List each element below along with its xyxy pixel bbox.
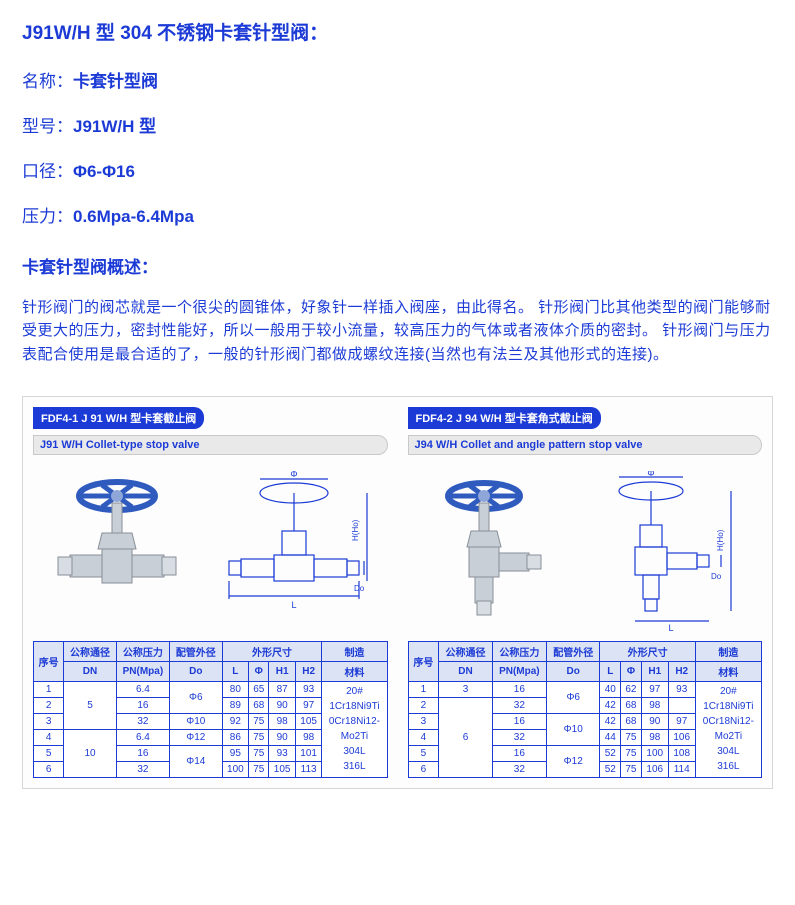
angle-valve-outline-icon: L Φ Do H(Ho): [591, 471, 741, 631]
spec-model: 型号：J91W/H 型: [22, 112, 773, 137]
panels-container: FDF4-1 J 91 W/H 型卡套截止阀 J91 W/H Collet-ty…: [22, 396, 773, 789]
th-H1: H1: [641, 661, 668, 681]
spec-name-value: 卡套针型阀: [73, 72, 158, 91]
spec-model-value: J91W/H 型: [73, 117, 156, 136]
th-dims-group: 外形尺寸: [222, 641, 322, 661]
th-do-group: 配管外径: [546, 641, 600, 661]
spec-bore-value: Φ6-Φ16: [73, 162, 135, 181]
spec-model-label: 型号：: [22, 117, 73, 136]
th-mat: 材料: [322, 661, 387, 681]
spec-name: 名称：卡套针型阀: [22, 67, 773, 92]
spec-pressure: 压力：0.6Mpa-6.4Mpa: [22, 202, 773, 227]
panel-right: FDF4-2 J 94 W/H 型卡套角式截止阀 J94 W/H Collet …: [408, 407, 763, 778]
th-pn-group: 公称压力: [492, 641, 546, 661]
table-row: 1 5 6.4 Φ6 80 65 87 93 20# 1Cr18Ni9Ti 0C…: [34, 681, 388, 697]
panel-left-bar: FDF4-1 J 91 W/H 型卡套截止阀: [33, 407, 388, 429]
th-mat-group: 制造: [695, 641, 761, 661]
svg-text:H(Ho): H(Ho): [351, 519, 360, 541]
th-phi: Φ: [621, 661, 642, 681]
panel-left-table: 序号 公称通径 公称压力 配管外径 外形尺寸 制造 DN PN(Mpa) Do …: [33, 641, 388, 778]
spec-bore: 口径：Φ6-Φ16: [22, 157, 773, 182]
panel-left: FDF4-1 J 91 W/H 型卡套截止阀 J91 W/H Collet-ty…: [33, 407, 388, 778]
svg-text:Φ: Φ: [290, 471, 297, 479]
svg-text:Do: Do: [354, 584, 365, 593]
svg-text:Φ: Φ: [647, 471, 654, 478]
angle-valve-render-icon: [429, 471, 549, 631]
th-dn-group: 公称通径: [64, 641, 117, 661]
panel-right-bar-zh: FDF4-2 J 94 W/H 型卡套角式截止阀: [408, 407, 601, 429]
valve-outline-icon: L Φ Do H(Ho): [219, 471, 369, 631]
panel-left-diagrams: L Φ Do H(Ho): [33, 461, 388, 631]
th-dims-group: 外形尺寸: [600, 641, 695, 661]
th-phi: Φ: [249, 661, 269, 681]
th-dn: DN: [439, 661, 493, 681]
panel-right-table: 序号 公称通径 公称压力 配管外径 外形尺寸 制造 DN PN(Mpa) Do …: [408, 641, 763, 778]
th-H1: H1: [269, 661, 296, 681]
th-pn-group: 公称压力: [116, 641, 169, 661]
svg-text:Do: Do: [711, 572, 722, 581]
panel-left-bar-en: J91 W/H Collet-type stop valve: [33, 435, 388, 455]
th-H2: H2: [668, 661, 695, 681]
th-dn: DN: [64, 661, 117, 681]
panel-right-bar: FDF4-2 J 94 W/H 型卡套角式截止阀: [408, 407, 763, 429]
svg-text:H(Ho): H(Ho): [716, 529, 725, 551]
spec-pressure-label: 压力：: [22, 207, 73, 226]
th-L: L: [222, 661, 249, 681]
svg-text:L: L: [291, 600, 296, 610]
page-heading: J91W/H 型 304 不锈钢卡套针型阀：: [22, 18, 773, 45]
th-do-group: 配管外径: [170, 641, 223, 661]
th-mat-group: 制造: [322, 641, 387, 661]
th-mat: 材料: [695, 661, 761, 681]
th-seq: 序号: [408, 641, 439, 681]
panel-right-bar-en: J94 W/H Collet and angle pattern stop va…: [408, 435, 763, 455]
svg-text:L: L: [668, 623, 673, 631]
spec-name-label: 名称：: [22, 72, 73, 91]
th-seq: 序号: [34, 641, 64, 681]
spec-pressure-value: 0.6Mpa-6.4Mpa: [73, 207, 194, 226]
panel-left-bar-zh: FDF4-1 J 91 W/H 型卡套截止阀: [33, 407, 204, 429]
th-pn: PN(Mpa): [492, 661, 546, 681]
panel-right-diagrams: L Φ Do H(Ho): [408, 461, 763, 631]
overview-body: 针形阀门的阀芯就是一个很尖的圆锥体，好象针一样插入阀座，由此得名。 针形阀门比其…: [22, 296, 773, 366]
th-do: Do: [170, 661, 223, 681]
overview-title: 卡套针型阀概述：: [22, 253, 773, 278]
valve-render-icon: [52, 471, 182, 631]
th-L: L: [600, 661, 621, 681]
spec-bore-label: 口径：: [22, 162, 73, 181]
th-do: Do: [546, 661, 600, 681]
table-row: 1 3 16 Φ6 40 62 9793 20# 1Cr18Ni9Ti 0Cr1…: [408, 681, 762, 697]
th-H2: H2: [295, 661, 322, 681]
th-pn: PN(Mpa): [116, 661, 169, 681]
th-dn-group: 公称通径: [439, 641, 493, 661]
